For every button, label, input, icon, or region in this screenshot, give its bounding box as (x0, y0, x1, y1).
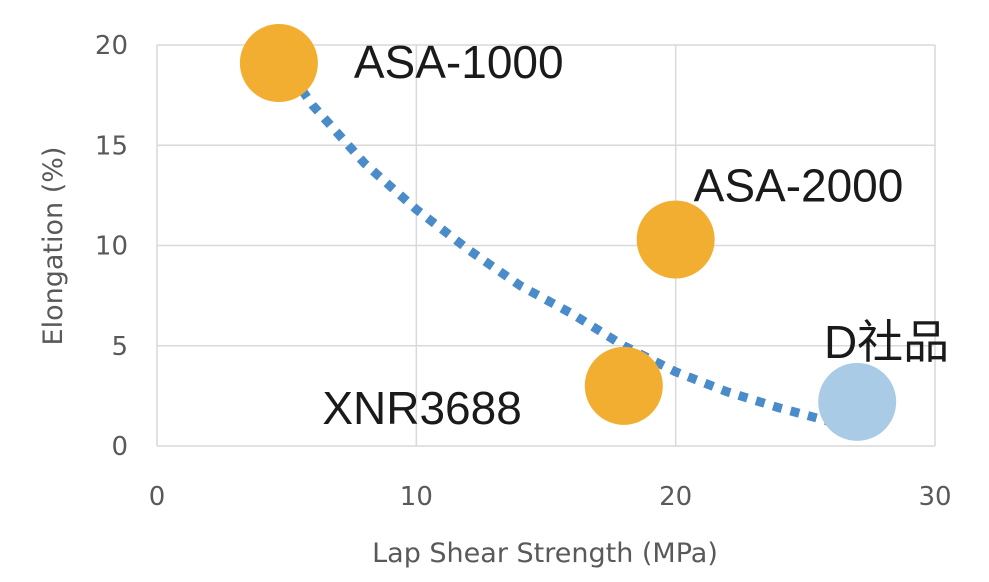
trendline (257, 28, 833, 427)
y-tick-label: 15 (95, 131, 128, 161)
gridlines (156, 44, 936, 447)
data-labels: ASA-1000 ASA-2000 XNR3688 D社品 (322, 36, 949, 434)
y-tick-label: 10 (95, 232, 128, 262)
x-tick-label: 10 (400, 482, 433, 512)
x-tick-label: 30 (918, 482, 951, 512)
data-label: ASA-2000 (694, 159, 904, 211)
trendline-path (257, 28, 833, 427)
data-point (818, 362, 897, 441)
data-points (239, 24, 897, 441)
y-tick-label: 5 (111, 332, 128, 362)
x-tick-label: 0 (149, 482, 166, 512)
data-point (636, 200, 715, 279)
data-label: D社品 (824, 316, 949, 368)
x-axis-title: Lap Shear Strength (MPa) (372, 538, 718, 569)
y-axis-title: Elongation (%) (38, 147, 69, 346)
y-tick-label: 0 (111, 432, 128, 462)
y-tick-label: 20 (95, 31, 128, 61)
x-tick-label: 20 (659, 482, 692, 512)
data-label: XNR3688 (322, 382, 521, 434)
data-label: ASA-1000 (354, 36, 564, 88)
data-point (239, 24, 318, 103)
data-point (584, 346, 663, 425)
tick-labels: 0 5 10 15 20 0 10 20 30 (95, 31, 952, 512)
